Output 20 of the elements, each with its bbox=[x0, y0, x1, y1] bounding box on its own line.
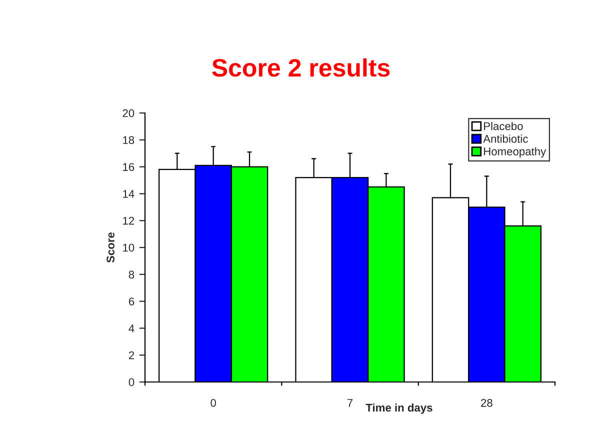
x-tick-label: 7 bbox=[347, 399, 353, 407]
y-tick-label: 16 bbox=[123, 163, 134, 171]
y-tick-label: 10 bbox=[123, 244, 134, 252]
y-tick-label: 8 bbox=[128, 270, 134, 279]
legend-label: Placebo bbox=[484, 122, 523, 130]
y-tick-label: 14 bbox=[123, 190, 134, 198]
x-tick-label: 28 bbox=[481, 398, 492, 407]
y-tick-label: 4 bbox=[128, 324, 134, 332]
legend-label: Antibiotic bbox=[483, 134, 528, 143]
y-tick-label: 12 bbox=[123, 216, 134, 225]
y-tick-label: 6 bbox=[128, 298, 134, 306]
y-tick-label: 0 bbox=[128, 378, 134, 386]
legend-label: Homeopathy bbox=[484, 147, 546, 158]
x-tick-label: 0 bbox=[210, 398, 216, 407]
y-tick-label: 20 bbox=[122, 109, 134, 118]
y-tick-label: 2 bbox=[128, 351, 134, 360]
chart-title: Score 2 results bbox=[212, 58, 390, 77]
y-axis-title: Score bbox=[106, 232, 114, 263]
x-axis-title: Time in days bbox=[366, 403, 432, 414]
y-tick-label: 18 bbox=[123, 136, 134, 144]
